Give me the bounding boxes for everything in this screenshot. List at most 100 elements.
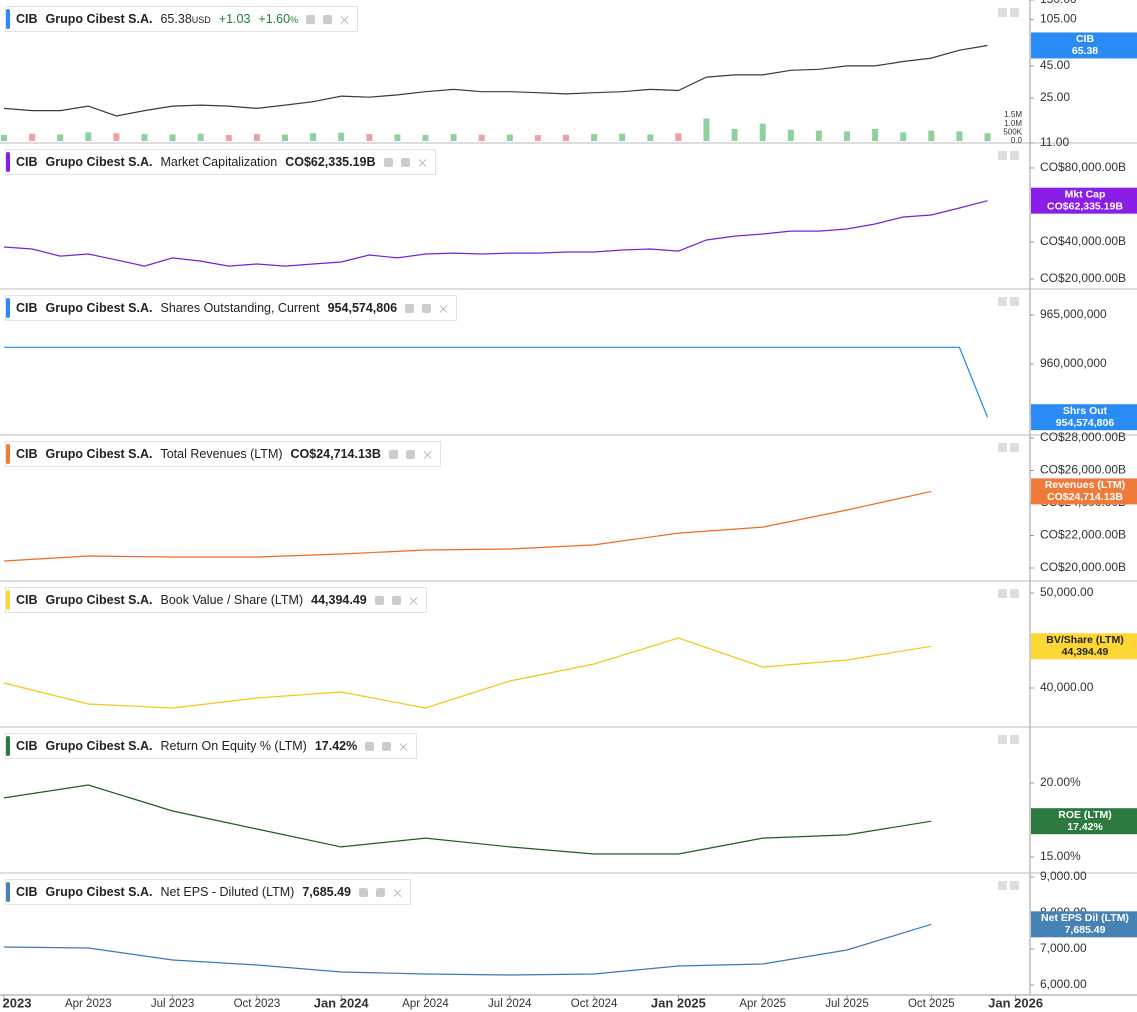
metric-value: 17.42%: [314, 739, 358, 753]
panel-icon: [1010, 297, 1019, 306]
y-tick-label: 40,000.00: [1040, 680, 1094, 694]
volume-bar: [844, 131, 850, 141]
metric-value: 954,574,806: [327, 301, 398, 315]
company-name: Grupo Cibest S.A.: [45, 12, 153, 26]
toggle-icon[interactable]: [358, 887, 368, 897]
badge-value: 7,685.49: [1065, 924, 1106, 936]
volume-bar: [225, 134, 232, 141]
company-name: Grupo Cibest S.A.: [45, 739, 153, 753]
y-tick-label: 15.00%: [1040, 849, 1081, 863]
metric-name: Return On Equity % (LTM): [160, 739, 307, 753]
volume-tick-label: 1.0M: [1004, 119, 1022, 128]
volume-bar: [29, 133, 36, 141]
toggle-icon[interactable]: [306, 14, 316, 24]
series-line: [3, 784, 932, 855]
x-tick-label: Apr 2025: [739, 998, 786, 1010]
panel-header: CIB Grupo Cibest S.A. Return On Equity % (…: [5, 733, 418, 759]
badge-box: [1031, 808, 1137, 835]
header-color-bar: [6, 298, 10, 318]
y-tick-label: 6,000.00: [1040, 977, 1087, 991]
settings-icon[interactable]: [323, 14, 333, 24]
settings-icon[interactable]: [405, 449, 415, 459]
header-color-bar: [6, 882, 10, 902]
header-color-bar: [6, 152, 10, 172]
badge-value: 65.38: [1072, 45, 1098, 57]
y-tick-label: CO$20,000.00B: [1040, 271, 1126, 285]
price-change: +1.03: [218, 12, 251, 26]
volume-bar: [534, 135, 541, 141]
company-name: Grupo Cibest S.A.: [45, 155, 153, 169]
company-name: Grupo Cibest S.A.: [45, 447, 153, 461]
close-icon[interactable]: [423, 450, 432, 459]
volume-bar: [815, 130, 822, 141]
settings-icon[interactable]: [422, 303, 432, 313]
toggle-icon[interactable]: [405, 303, 415, 313]
series-line: [3, 44, 988, 117]
volume-bar: [338, 132, 345, 141]
badge-box: [1031, 478, 1137, 505]
toggle-icon[interactable]: [388, 449, 398, 459]
volume-bar: [703, 118, 710, 141]
panel-icon: [998, 443, 1007, 452]
volume-bar: [478, 134, 485, 141]
panel-header: CIB Grupo Cibest S.A. Total Revenues (LTM)…: [5, 441, 441, 467]
x-tick-label: Oct 2024: [571, 998, 618, 1010]
value-badge: BV/Share (LTM)44,394.49: [1031, 633, 1137, 660]
volume-bar: [141, 134, 148, 141]
x-tick-label: Jan 2026: [988, 995, 1043, 1010]
close-icon[interactable]: [393, 888, 402, 897]
metric-name: Book Value / Share (LTM): [160, 593, 304, 607]
toggle-icon[interactable]: [383, 157, 393, 167]
panel-icon: [1010, 589, 1019, 598]
x-tick-label: Jul 2024: [488, 998, 532, 1010]
x-tick-label: Jan 2024: [314, 995, 370, 1010]
badge-label: CIB: [1076, 33, 1095, 45]
close-icon[interactable]: [439, 304, 448, 313]
pct-unit: %: [290, 15, 299, 25]
company-name: Grupo Cibest S.A.: [45, 885, 153, 899]
settings-icon[interactable]: [382, 741, 392, 751]
close-icon[interactable]: [418, 158, 427, 167]
currency: USD: [191, 15, 211, 25]
settings-icon[interactable]: [391, 595, 401, 605]
panel-icon: [1010, 443, 1019, 452]
series-line: [4, 346, 989, 418]
panel-icon: [998, 881, 1007, 890]
panel-icon: [1010, 151, 1019, 160]
toggle-icon[interactable]: [365, 741, 375, 751]
volume-bar: [1, 134, 7, 141]
settings-icon[interactable]: [400, 157, 410, 167]
y-tick-label: 965,000,000: [1040, 307, 1107, 321]
volume-bar: [113, 133, 120, 141]
volume-bar: [85, 132, 92, 141]
volume-bar: [647, 134, 654, 141]
settings-icon[interactable]: [375, 887, 385, 897]
volume-bar: [675, 133, 682, 141]
ticker: CIB: [16, 593, 38, 607]
badge-label: ROE (LTM): [1058, 809, 1111, 821]
volume-bar: [197, 133, 204, 141]
badge-value: 17.42%: [1067, 821, 1103, 833]
close-icon[interactable]: [409, 596, 418, 605]
close-icon[interactable]: [399, 742, 408, 751]
y-tick-label: CO$26,000.00B: [1040, 463, 1126, 477]
toggle-icon[interactable]: [374, 595, 384, 605]
close-icon[interactable]: [340, 15, 349, 24]
value-badge: ROE (LTM)17.42%: [1031, 808, 1137, 835]
price-change-pct: +1.60%: [258, 12, 298, 26]
panel-header: CIB Grupo Cibest S.A. Shares Outstanding, …: [5, 295, 458, 321]
series-line: [3, 923, 932, 976]
ticker: CIB: [16, 447, 38, 461]
metric-value: CO$62,335.19B: [285, 155, 376, 169]
volume-tick-label: 0.0: [1011, 136, 1023, 145]
ticker: CIB: [16, 739, 38, 753]
volume-bar: [506, 134, 513, 141]
panel-icon: [998, 297, 1007, 306]
y-tick-label: CO$28,000.00B: [1040, 430, 1126, 444]
y-tick-label: 9,000.00: [1040, 869, 1087, 883]
panel-header: CIB Grupo Cibest S.A. Book Value / Share (…: [5, 587, 427, 613]
badge-value: 954,574,806: [1056, 417, 1115, 429]
